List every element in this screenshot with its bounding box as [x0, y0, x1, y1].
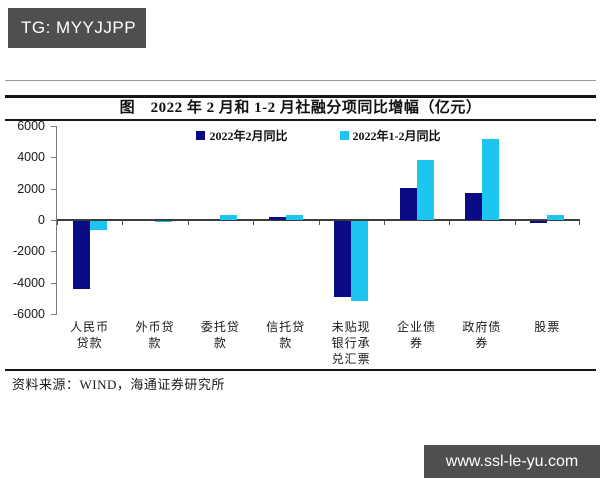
y-axis-tick	[51, 251, 57, 253]
x-axis-tick	[187, 221, 189, 225]
figure-title-underline-rule	[5, 119, 596, 121]
y-axis-tick-label: -4000	[13, 275, 45, 290]
x-axis-category-label: 企业债券	[384, 319, 449, 351]
data-source-note: 资料来源：WIND，海通证券研究所	[12, 377, 225, 392]
figure-bottom-rule	[5, 369, 596, 371]
legend-label: 2022年1-2月同比	[352, 129, 441, 143]
y-axis-tick-label: -2000	[13, 244, 45, 259]
x-axis-category-label: 外币贷款	[122, 319, 187, 351]
x-axis-category-label: 人民币 贷款	[57, 319, 122, 351]
bar-2022年1-2月同比-企业债券	[416, 160, 434, 220]
x-axis-tick	[122, 221, 124, 225]
x-axis-tick	[449, 221, 451, 225]
x-axis-label-line: 兑汇票	[331, 352, 371, 366]
bar-2022年2月同比-政府债券	[464, 193, 482, 220]
x-axis-label-line: 未贴现	[331, 320, 371, 334]
x-axis-label-line: 券	[410, 336, 424, 350]
x-axis-label-line: 企业债	[397, 320, 437, 334]
x-axis-category-label: 未贴现 银行承 兑汇票	[319, 319, 384, 367]
y-axis-tick	[51, 220, 57, 221]
x-axis-category-label: 委托贷款	[188, 319, 253, 351]
y-axis-tick-label: 2000	[17, 181, 45, 196]
x-axis-label-line: 委托贷	[200, 320, 240, 334]
site-watermark-url: www.ssl-le-yu.com	[445, 452, 579, 470]
legend-item: 2022年2月同比	[196, 127, 288, 144]
y-axis-tick	[51, 314, 57, 315]
x-axis-tick	[318, 221, 320, 225]
legend-swatch-icon	[339, 131, 349, 140]
bar-2022年1-2月同比-委托贷款	[220, 214, 238, 220]
site-watermark-box: www.ssl-le-yu.com	[424, 445, 600, 478]
y-axis-tick-label: 0	[38, 213, 45, 227]
x-axis-labels: 人民币 贷款 外币贷款委托贷款信托贷款未贴现 银行承 兑汇票 企业债券政府债券股票	[57, 319, 580, 371]
y-axis-tick-label: -6000	[13, 307, 45, 321]
bar-2022年1-2月同比-股票	[547, 215, 565, 220]
x-axis-category-label: 信托贷款	[253, 319, 318, 351]
legend-item: 2022年1-2月同比	[339, 127, 441, 144]
x-axis-tick	[514, 221, 516, 225]
x-axis-category-label: 政府债券	[449, 319, 514, 351]
y-axis-tick	[51, 282, 57, 284]
zero-baseline	[57, 219, 580, 221]
x-axis-label-line: 贷款	[76, 336, 103, 350]
tg-watermark-label: TG: MYYJJPP	[21, 18, 137, 37]
x-axis-label-line: 信托贷	[266, 320, 306, 334]
x-axis-label-line: 款	[213, 336, 227, 350]
bar-2022年2月同比-人民币贷款	[72, 221, 90, 289]
legend-label: 2022年2月同比	[209, 129, 288, 143]
x-axis-label-line: 人民币	[70, 320, 110, 334]
bar-2022年2月同比-企业债券	[399, 188, 417, 220]
y-axis-tick	[51, 126, 57, 127]
chart-legend: 2022年2月同比 2022年1-2月同比	[57, 127, 580, 144]
x-axis-tick	[253, 221, 255, 225]
plot-area	[51, 126, 580, 315]
y-axis-tick	[51, 157, 57, 159]
x-axis-tick	[57, 221, 58, 225]
bar-2022年1-2月同比-人民币贷款	[89, 221, 107, 231]
bar-2022年2月同比-未贴现银行承兑汇票	[334, 221, 352, 298]
x-axis-label-line: 银行承	[331, 336, 371, 350]
x-axis-tick	[383, 221, 385, 225]
x-axis-tick	[579, 221, 580, 225]
bar-2022年1-2月同比-信托贷款	[285, 214, 303, 220]
bar-2022年2月同比-股票	[530, 221, 548, 223]
legend-swatch-icon	[196, 131, 206, 140]
bar-2022年1-2月同比-未贴现银行承兑汇票	[351, 221, 369, 301]
figure-top-rule	[5, 95, 596, 98]
bar-2022年1-2月同比-政府债券	[481, 139, 499, 220]
x-axis-label-line: 政府债	[462, 320, 502, 334]
x-axis-label-line: 款	[279, 336, 293, 350]
figure-top-outer-rule	[5, 80, 596, 81]
x-axis-category-label: 股票	[515, 319, 580, 335]
x-axis-label-line: 外币贷	[135, 320, 175, 334]
bar-2022年1-2月同比-外币贷款	[155, 221, 173, 223]
y-axis-tick-label: 6000	[17, 119, 45, 133]
figure-title: 图 2022 年 2 月和 1-2 月社融分项同比增幅（亿元）	[119, 100, 482, 116]
x-axis-label-line: 券	[475, 336, 489, 350]
tg-watermark-box: TG: MYYJJPP	[8, 8, 146, 48]
y-axis-tick	[51, 188, 57, 190]
y-axis-labels: 6000 4000 2000 0 -2000 -4000 -6000	[8, 119, 51, 321]
x-axis-label-line: 股票	[534, 320, 561, 334]
bar-2022年2月同比-信托贷款	[268, 217, 286, 220]
y-axis-tick-label: 4000	[17, 150, 45, 165]
x-axis-label-line: 款	[148, 336, 162, 350]
